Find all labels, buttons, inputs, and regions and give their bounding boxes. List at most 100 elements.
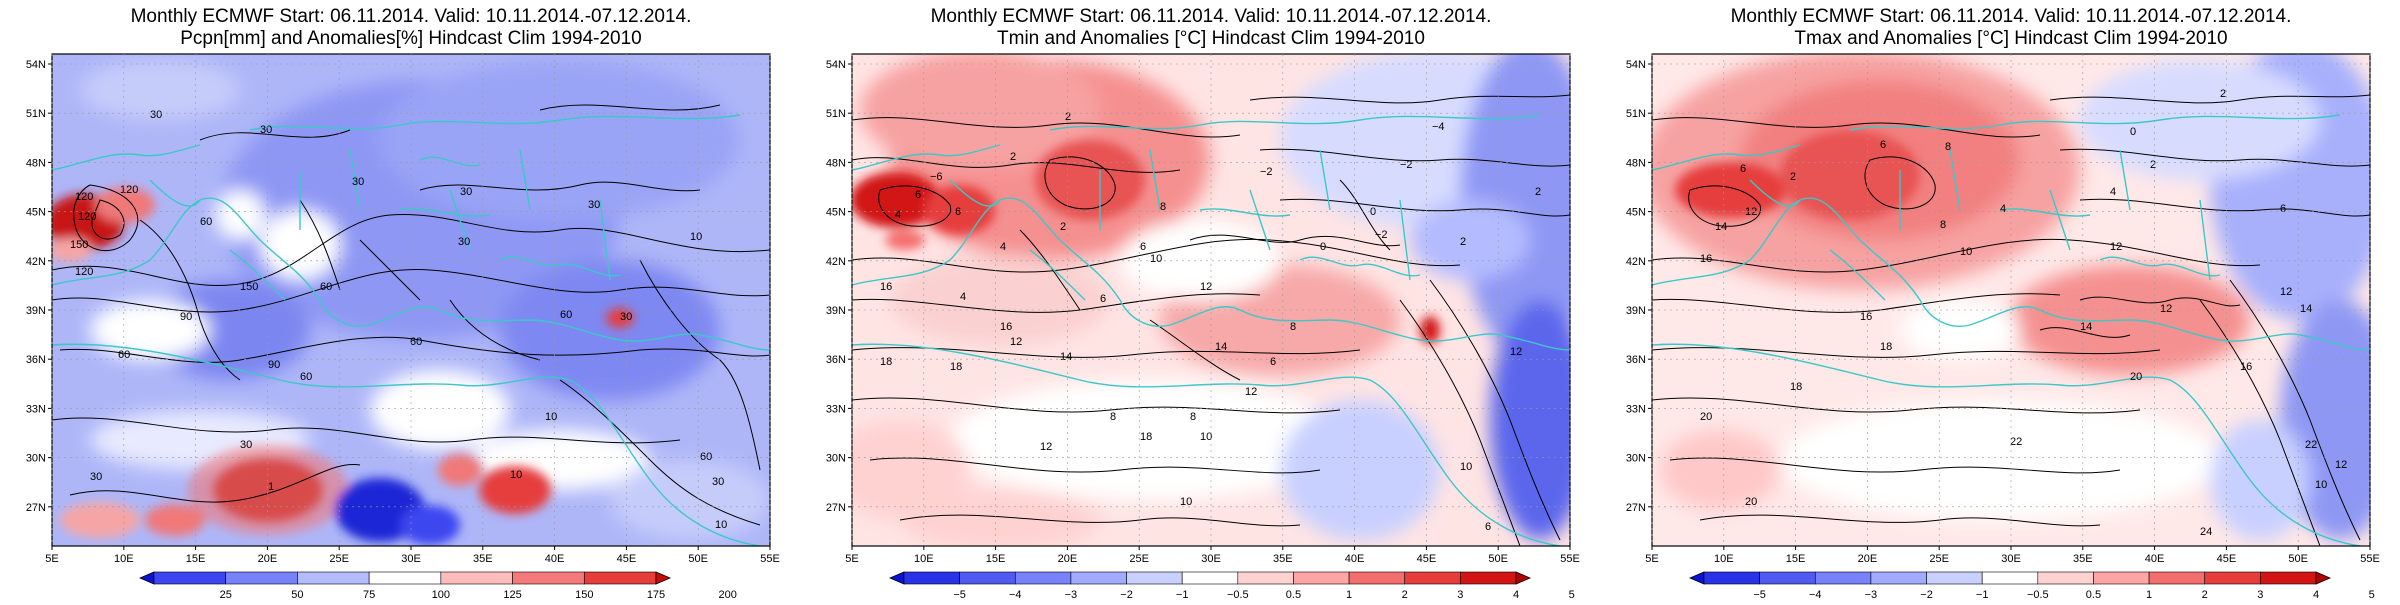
latitude-label: 42N [826, 256, 846, 268]
colorbar-swatch [903, 571, 960, 585]
colorbar-swatch [2148, 571, 2206, 585]
contour-label: 0 [1370, 206, 1376, 218]
colorbar-swatch [1814, 571, 1872, 585]
contour-label: 12 [1245, 386, 1257, 398]
contour-label: 1 [268, 481, 274, 493]
latitude-label: 54N [1626, 59, 1646, 71]
longitude-label: 10E [1714, 553, 1734, 565]
contour-label: 6 [1485, 521, 1491, 533]
latitude-label: 45N [826, 207, 846, 219]
latitude-label: 39N [26, 305, 46, 317]
panel-title-line1: Monthly ECMWF Start: 06.11.2014. Valid: … [931, 6, 1492, 27]
colorbar-swatch [1070, 571, 1127, 585]
colorbar-label: −3 [1865, 589, 1878, 600]
longitude-axis: 5E 10E 15E 20E 25E 30E 35E 40E 45E 50E 55E [845, 54, 1580, 565]
contour-label: 60 [300, 371, 312, 383]
contour-label: 30 [90, 471, 102, 483]
contour-label: 16 [1000, 321, 1012, 333]
anomaly-field: 30 30 30 30 120 120 120 150 150 120 60 6… [52, 54, 770, 546]
contour-label: 90 [268, 359, 280, 371]
contour-label: −2 [1260, 166, 1273, 178]
colorbar-label: 0.5 [1286, 589, 1301, 600]
contour-label: 8 [1190, 411, 1196, 423]
longitude-label: 5E [845, 553, 858, 565]
latitude-label: 33N [1626, 403, 1646, 415]
contour-label: 2 [1460, 236, 1466, 248]
contour-label: 12 [2280, 286, 2292, 298]
colorbar-label: 100 [432, 589, 450, 600]
latitude-label: 51N [1626, 108, 1646, 120]
contour-label: 0 [1320, 241, 1326, 253]
contour-label: 2 [1010, 151, 1016, 163]
colorbar-label: −0.5 [1227, 589, 1249, 600]
colorbar-label: 25 [220, 589, 232, 600]
colorbar-label: 2 [2202, 589, 2208, 600]
contour-label: −2 [1400, 159, 1413, 171]
longitude-label: 20E [1858, 553, 1878, 565]
contour-label: 8 [1940, 219, 1946, 231]
contour-label: 120 [75, 266, 93, 278]
contour-label: 20 [1745, 496, 1757, 508]
contour-label: 4 [895, 209, 901, 221]
panel-title-line2: Tmin and Anomalies [°C] Hindcast Clim 19… [997, 28, 1425, 49]
longitude-label: 55E [760, 553, 780, 565]
panel-tmin: Monthly ECMWF Start: 06.11.2014. Valid: … [826, 6, 1580, 601]
coastlines [852, 114, 1570, 546]
longitude-label: 30E [1201, 553, 1221, 565]
contour-lines [52, 104, 770, 526]
latitude-label: 48N [26, 157, 46, 169]
contour-label: 12 [1510, 346, 1522, 358]
colorbar-swatch [1237, 571, 1294, 585]
contour-label: 10 [510, 469, 522, 481]
contour-label: 18 [1880, 341, 1892, 353]
contour-label: 2 [1790, 171, 1796, 183]
contour-label: 16 [2240, 361, 2252, 373]
contour-label: 30 [712, 476, 724, 488]
longitude-label: 40E [545, 553, 565, 565]
latitude-label: 33N [26, 403, 46, 415]
anomaly-field: 2 2 −4 −2 0 2 −2 0 −2 2 −6 6 4 6 2 10 8 … [852, 54, 1570, 546]
longitude-label: 5E [45, 553, 58, 565]
colorbar-label: 3 [2257, 589, 2263, 600]
latitude-label: 48N [1626, 157, 1646, 169]
colorbar-swatch [1348, 571, 1406, 585]
contour-label: 60 [560, 309, 572, 321]
longitude-label: 50E [2288, 553, 2308, 565]
contour-label: 12 [1010, 336, 1022, 348]
contour-label: 30 [458, 236, 470, 248]
latitude-label: 54N [826, 59, 846, 71]
longitude-label: 35E [1273, 553, 1293, 565]
longitude-axis: 5E 10E 15E 20E 25E 30E 35E 40E 45E 50E 55E [45, 54, 780, 565]
latitude-label: 30N [26, 453, 46, 465]
colorbar-label: −5 [1753, 589, 1766, 600]
longitude-label: 40E [1345, 553, 1365, 565]
contour-label: 4 [1000, 241, 1006, 253]
latitude-label: 51N [26, 108, 46, 120]
longitude-label: 40E [2145, 553, 2165, 565]
longitude-label: 20E [1058, 553, 1078, 565]
latitude-label: 42N [1626, 256, 1646, 268]
longitude-label: 10E [914, 553, 934, 565]
longitude-label: 45E [1417, 553, 1437, 565]
contour-label: 120 [120, 184, 138, 196]
contour-label: 6 [1100, 293, 1106, 305]
longitude-label: 50E [1488, 553, 1508, 565]
colorbar-label: 75 [363, 589, 375, 600]
colorbar-label: −5 [953, 589, 966, 600]
contour-label-group: 2 2 −4 −2 0 2 −2 0 −2 2 −6 6 4 6 2 10 8 … [880, 111, 1541, 533]
contour-label: 20 [1700, 411, 1712, 423]
colorbar-swatch [297, 571, 370, 585]
contour-label: 12 [2110, 241, 2122, 253]
panel-precipitation: Monthly ECMWF Start: 06.11.2014. Valid: … [26, 6, 780, 601]
latitude-label: 45N [26, 207, 46, 219]
contour-label: 10 [1460, 461, 1472, 473]
colorbar-swatch [368, 571, 442, 585]
panel-title-line2: Tmax and Anomalies [°C] Hindcast Clim 19… [1794, 28, 2227, 49]
colorbar-swatch [1870, 571, 1927, 585]
contour-label: 10 [690, 231, 702, 243]
colorbar-label: −4 [1809, 589, 1822, 600]
contour-lines [1652, 94, 2370, 546]
contour-label: −4 [1432, 121, 1445, 133]
longitude-label: 15E [186, 553, 206, 565]
